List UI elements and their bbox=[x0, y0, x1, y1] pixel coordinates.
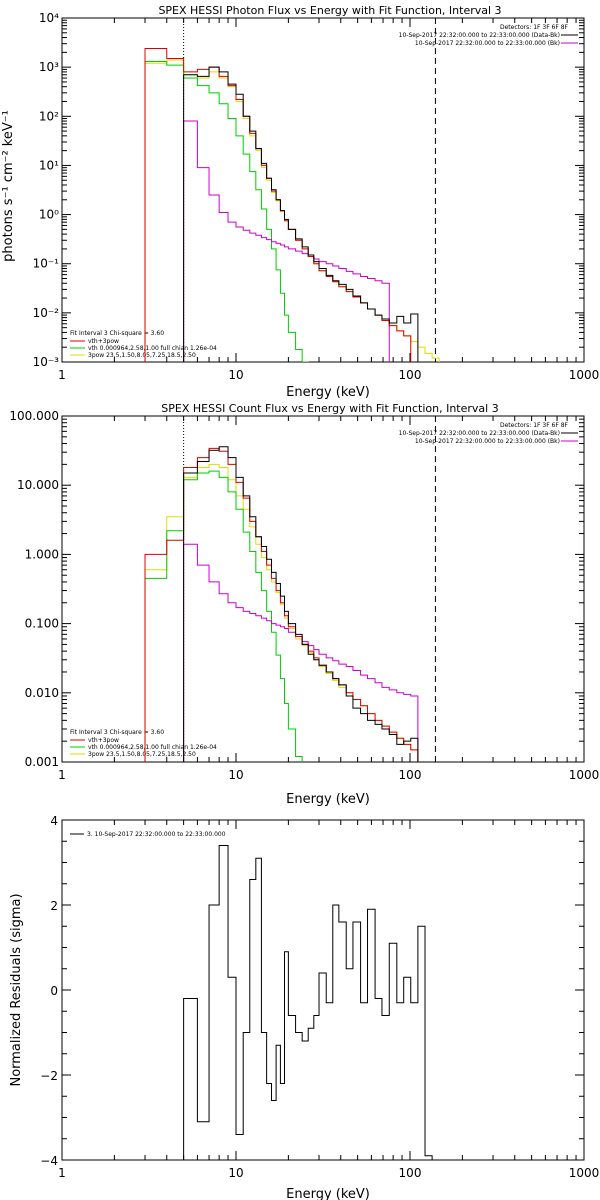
y-tick-label: 10⁻¹ bbox=[33, 257, 60, 271]
y-tick-label: 10³ bbox=[39, 60, 59, 74]
count-fit-legend-vth: vth 0.000964,2.58,1.00 full chian 1.26e-… bbox=[88, 744, 217, 751]
x-tick-label: 1000 bbox=[569, 768, 600, 782]
count-legend-data-bk: 10-Sep-2017 22:32:00.000 to 22:33:00.000… bbox=[399, 430, 560, 437]
y-tick-label: 1.000 bbox=[25, 547, 59, 561]
y-tick-label: 10⁰ bbox=[39, 208, 59, 222]
x-tick-label: 1 bbox=[58, 1166, 66, 1180]
x-tick-label: 100 bbox=[399, 768, 422, 782]
y-tick-label: 10⁴ bbox=[39, 11, 59, 25]
photon-fit-legend-3pow: 3pow 23.5,1.50,8.05,7.25,18.5,2.50 bbox=[88, 352, 196, 359]
y-tick-label: 10¹ bbox=[39, 158, 59, 172]
x-tick-label: 100 bbox=[399, 1166, 422, 1180]
series-data-bk bbox=[183, 66, 419, 362]
photon-legend-bk: 10-Sep-2017 22:32:00.000 to 22:33:00.000… bbox=[415, 40, 560, 47]
plot-frame-0 bbox=[61, 17, 585, 363]
photon-flux-title: SPEX HESSI Photon Flux vs Energy with Fi… bbox=[158, 4, 501, 17]
y-tick-label: 0.100 bbox=[25, 617, 59, 631]
series-bk bbox=[183, 120, 390, 362]
x-tick-label: 10 bbox=[228, 368, 243, 382]
x-tick-label: 1000 bbox=[569, 1166, 600, 1180]
series-vth-3pow bbox=[144, 447, 419, 762]
count-legend-bk: 10-Sep-2017 22:32:00.000 to 22:33:00.000… bbox=[415, 438, 560, 445]
y-tick-label: 100.000 bbox=[9, 409, 59, 423]
count-fit-legend-title: Fit Interval 3 Chi-square = 3.60 bbox=[70, 729, 164, 736]
y-tick-label: 0.001 bbox=[25, 755, 59, 769]
photon-fit-legend-vth3pow: vth+3pow bbox=[88, 338, 119, 345]
photon-legend-detectors: Detectors: 1F 3F 6F 8F bbox=[500, 24, 569, 31]
x-tick-label: 1000 bbox=[569, 368, 600, 382]
count-flux-title: SPEX HESSI Count Flux vs Energy with Fit… bbox=[161, 402, 498, 415]
y-tick-label: 10⁻² bbox=[33, 306, 60, 320]
y-tick-label: 0.010 bbox=[25, 686, 59, 700]
x-tick-label: 1 bbox=[58, 768, 66, 782]
count-fit-legend-vth3pow: vth+3pow bbox=[88, 737, 119, 744]
plot-frame-1 bbox=[61, 415, 585, 763]
photon-flux-ylabel: photons s⁻¹ cm⁻² keV⁻¹ bbox=[1, 110, 16, 262]
y-tick-label: 4 bbox=[50, 814, 58, 828]
residuals-panel: Energy (keV) Normalized Residuals (sigma… bbox=[9, 814, 599, 1200]
count-legend-detectors: Detectors: 1F 3F 6F 8F bbox=[500, 422, 569, 429]
x-tick-label: 10 bbox=[228, 1166, 243, 1180]
series-3pow bbox=[144, 59, 447, 362]
series-vth-3pow bbox=[144, 47, 412, 362]
series-vth bbox=[144, 61, 315, 362]
photon-fit-legend-title: Fit Interval 3 Chi-square = 3.60 bbox=[70, 330, 164, 337]
series-data-bk bbox=[183, 446, 419, 762]
residuals-ylabel: Normalized Residuals (sigma) bbox=[9, 893, 24, 1086]
count-fit-legend-3pow: 3pow 23.5,1.50,8.05,7.25,18.5,2.50 bbox=[88, 751, 196, 758]
y-tick-label: 10⁻³ bbox=[33, 355, 60, 369]
residuals-legend: 3. 10-Sep-2017 22:32:00.000 to 22:33:00.… bbox=[87, 831, 226, 838]
count-flux-panel: SPEX HESSI Count Flux vs Energy with Fit… bbox=[9, 402, 599, 807]
y-tick-label: 10.000 bbox=[17, 478, 59, 492]
count-flux-xlabel: Energy (keV) bbox=[286, 792, 370, 807]
x-tick-label: 1 bbox=[58, 368, 66, 382]
residuals-xlabel: Energy (keV) bbox=[286, 1187, 370, 1200]
x-tick-label: 100 bbox=[399, 368, 422, 382]
photon-legend-data-bk: 10-Sep-2017 22:32:00.000 to 22:33:00.000… bbox=[399, 32, 560, 39]
photon-flux-panel: SPEX HESSI Photon Flux vs Energy with Fi… bbox=[1, 4, 599, 400]
y-tick-label: 2 bbox=[50, 899, 58, 913]
y-tick-label: 10² bbox=[39, 109, 59, 123]
series-vth bbox=[144, 470, 309, 762]
y-tick-label: −4 bbox=[40, 1154, 58, 1168]
y-tick-label: −2 bbox=[40, 1069, 58, 1083]
photon-flux-xlabel: Energy (keV) bbox=[286, 385, 370, 400]
x-tick-label: 10 bbox=[228, 768, 243, 782]
plot-frame-2 bbox=[61, 819, 585, 1161]
y-tick-label: 0 bbox=[50, 984, 58, 998]
photon-fit-legend-vth: vth 0.000964,2.58,1.00 full chian 1.26e-… bbox=[88, 345, 217, 352]
series-3pow bbox=[144, 463, 419, 762]
series-residuals bbox=[183, 845, 436, 1160]
